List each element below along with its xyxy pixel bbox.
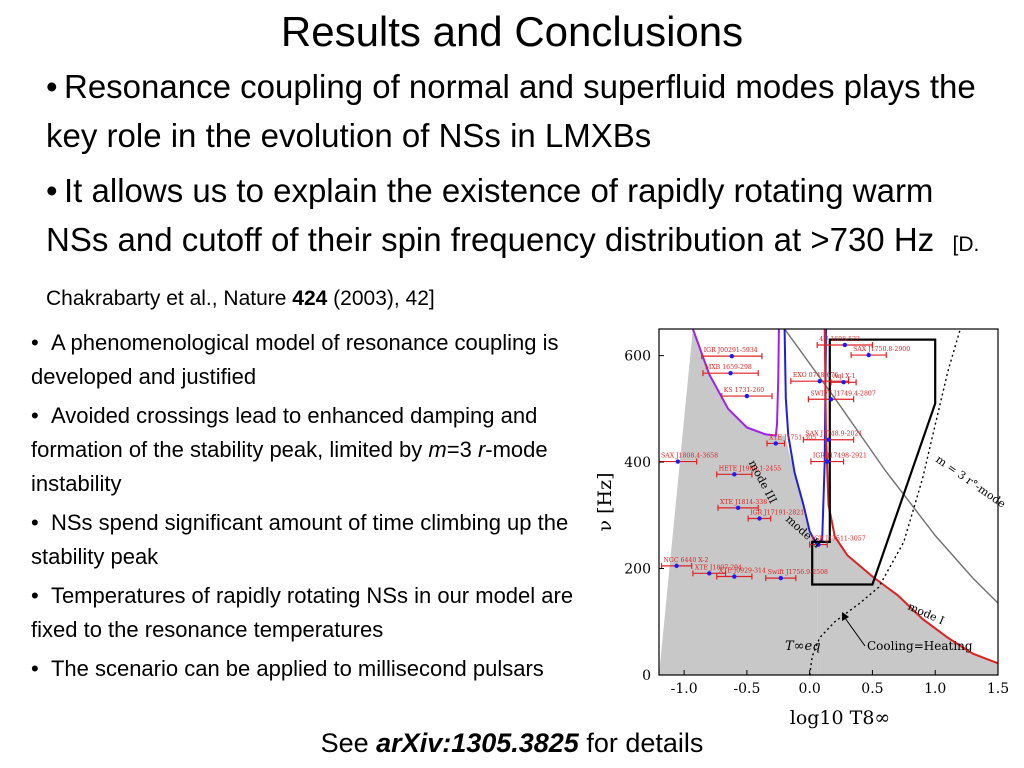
- source-point: [773, 441, 778, 446]
- sub-bullet-3: • NSs spend significant amount of time c…: [31, 510, 569, 569]
- source-point: [744, 393, 750, 399]
- unstable-region-left: [659, 329, 818, 675]
- x-tick-label: 1.0: [924, 681, 946, 697]
- source-point: [828, 397, 834, 402]
- sub-bullet-2: • Avoided crossings lead to enhanced dam…: [31, 403, 548, 496]
- slide-title: Results and Conclusions: [280, 8, 744, 55]
- main-bullet-1: • Resonance coupling of normal and superf…: [46, 68, 976, 154]
- source-label: SAX J1748.9-2021: [805, 431, 862, 438]
- cooling-arrow: [844, 617, 866, 647]
- sub-bullet-2-post: -mode instability: [31, 437, 548, 496]
- source-label: SAX J1750.8-2900: [853, 346, 910, 353]
- teq-label: T∞eq: [785, 639, 821, 654]
- y-tick-label: 400: [624, 455, 651, 471]
- sub-bullet-3-text: NSs spend significant amount of time cli…: [31, 510, 569, 569]
- mode3-curve: [691, 329, 780, 437]
- source-label: EXO 0748-676: [793, 372, 839, 379]
- x-tick-label: 0.5: [861, 681, 883, 697]
- x-tick-label: -1.0: [671, 681, 698, 697]
- source-label: XTE J1751-305: [769, 434, 816, 441]
- source-label: IGR J17511-3057: [812, 536, 866, 543]
- source-label: XTE J1807-294: [695, 564, 742, 571]
- cooling-arrowhead: [842, 612, 849, 621]
- source-point: [674, 563, 679, 569]
- main-bullet-2-text: It allows us to explain the existence of…: [46, 172, 935, 258]
- y-tick-label: 200: [624, 562, 651, 578]
- citation-post: (2003), 42]: [327, 287, 435, 310]
- source-label: IGR J17191-2821: [750, 510, 804, 517]
- main-bullet-2: • It allows us to explain the existence o…: [46, 172, 980, 310]
- source-point: [732, 574, 737, 579]
- source-point: [866, 352, 871, 358]
- mode2-curve: [783, 329, 827, 548]
- sub-bullet-5-text: The scenario can be applied to milliseco…: [50, 656, 544, 681]
- source-point: [817, 378, 822, 384]
- source-label: SAX J1808.4-3658: [661, 453, 718, 460]
- sub-bullet-4-text: Temperatures of rapidly rotating NSs in …: [31, 583, 574, 642]
- y-axis-label: ν [Hz]: [594, 473, 616, 532]
- sub-bullet-2-mid: =3: [446, 437, 478, 462]
- source-label: IGR J00291-5934: [704, 347, 758, 354]
- cooling-heating-label: Cooling=Heating: [867, 639, 973, 653]
- sub-bullet-list: • A phenomenological model of resonance …: [31, 326, 591, 691]
- footer-post: for details: [578, 728, 704, 758]
- sub-bullet-2-m: m: [428, 437, 447, 462]
- source-point: [825, 459, 830, 464]
- source-label: XTE J1814-338: [720, 499, 767, 506]
- source-point: [757, 516, 762, 521]
- source-point: [816, 542, 821, 547]
- x-axis-label: log10 T8∞: [790, 707, 890, 729]
- sub-bullet-2-text: Avoided crossings lead to enhanced dampi…: [31, 403, 538, 462]
- source-point: [826, 437, 831, 442]
- axis-ticks: -1.0 -0.5 0.0 0.5 1.0 1.5 0 200 400 600: [624, 349, 1009, 697]
- source-label: Swift J1756.9-2508: [768, 569, 828, 576]
- teq-curve: [809, 329, 961, 675]
- source-point: [707, 571, 712, 576]
- citation: [D. Chakrabarty et al., Nature 424 (2003…: [46, 233, 979, 310]
- mode1-curve: [823, 329, 998, 665]
- source-point: [842, 342, 848, 348]
- source-point: [735, 505, 741, 511]
- source-label: KS 1731-260: [724, 387, 765, 394]
- y-tick-label: 600: [624, 349, 651, 365]
- main-bullet-1-text: Resonance coupling of normal and superfl…: [46, 68, 976, 154]
- sub-bullet-1-text: A phenomenological model of resonance co…: [31, 330, 559, 389]
- sources-group: 4U 1608-522 SAX J1750.8-2900 IGR J00291-59…: [659, 336, 910, 582]
- y-tick-label: 0: [642, 668, 651, 684]
- source-point: [675, 459, 681, 464]
- sub-bullet-4: • Temperatures of rapidly rotating NSs i…: [31, 583, 574, 642]
- sub-bullet-5: • The scenario can be applied to millise…: [31, 656, 544, 681]
- source-label: HETE J1900.1-2455: [719, 465, 782, 472]
- sub-bullet-1: • A phenomenological model of resonance …: [31, 330, 559, 389]
- footer: See arXiv:1305.3825 for details: [0, 728, 1024, 759]
- source-point: [778, 575, 783, 581]
- source-point: [729, 353, 735, 359]
- source-label: IGR J17498-2921: [813, 453, 867, 460]
- source-point: [732, 472, 737, 477]
- source-label: SWIFT J1749.4-2807: [810, 390, 875, 397]
- x-tick-label: -0.5: [733, 681, 760, 697]
- source-label: XTE J0929-314: [719, 568, 766, 575]
- source-point: [841, 380, 846, 385]
- source-label: NGC 6440 X-2: [664, 557, 709, 564]
- source-point: [728, 370, 733, 376]
- plot-frame: [658, 328, 999, 676]
- citation-volume: 424: [292, 287, 328, 310]
- main-bullet-list: • Resonance coupling of normal and superf…: [46, 62, 996, 329]
- stability-plot: 4U 1608-522 SAX J1750.8-2900 IGR J00291-59…: [594, 328, 1009, 729]
- sub-bullet-2-r: r: [477, 437, 486, 462]
- citation-pre: [D. Chakrabarty et al., Nature: [46, 233, 980, 310]
- x-tick-label: 1.5: [987, 681, 1009, 697]
- source-label: MXB 1659-298: [705, 364, 752, 371]
- x-tick-label: 0.0: [799, 681, 821, 697]
- evolution-track: [811, 338, 937, 586]
- footer-pre: See: [320, 728, 377, 758]
- source-label: Aql X-1: [832, 373, 856, 380]
- source-label: 4U 1608-522: [819, 336, 860, 343]
- arxiv-link[interactable]: arXiv:1305.3825: [376, 728, 579, 758]
